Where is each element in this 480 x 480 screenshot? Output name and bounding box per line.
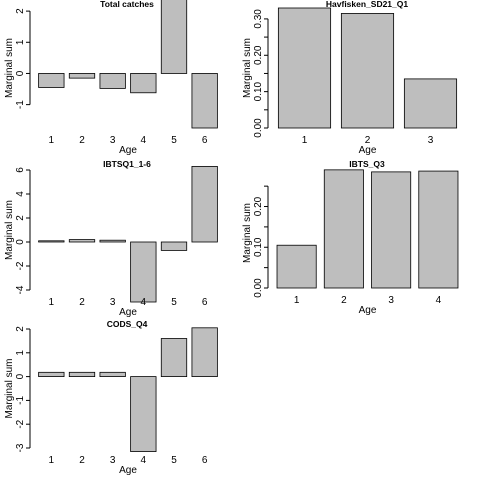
bar bbox=[323, 169, 364, 289]
x-axis-label: Age bbox=[119, 465, 137, 476]
x-tick-label: 4 bbox=[141, 135, 147, 146]
bar bbox=[160, 0, 188, 74]
x-tick-label: 3 bbox=[110, 455, 116, 466]
y-tick-label: -1 bbox=[15, 396, 26, 405]
bar bbox=[99, 371, 126, 378]
bar bbox=[160, 241, 188, 251]
x-tick-label: 4 bbox=[141, 455, 147, 466]
chart-panel: Total catches 1 2 3 4 5 6 -1 0 1 2 Age Marginal sum bbox=[4, 0, 218, 156]
x-tick-label: 2 bbox=[341, 295, 347, 306]
y-tick-label: 2 bbox=[15, 8, 26, 14]
y-tick-label: -4 bbox=[15, 285, 26, 294]
y-tick-label: -3 bbox=[15, 443, 26, 452]
y-tick-label: 1 bbox=[15, 39, 26, 45]
y-tick-label: 0.00 bbox=[253, 118, 264, 138]
x-tick-label: 5 bbox=[171, 297, 177, 308]
bar bbox=[340, 13, 395, 129]
x-tick-label: 1 bbox=[49, 455, 55, 466]
y-tick-label: 0.20 bbox=[253, 45, 264, 65]
chart-title: IBTS_Q3 bbox=[349, 159, 385, 169]
bar bbox=[99, 73, 126, 89]
x-tick-label: 1 bbox=[49, 297, 55, 308]
y-axis-label: Marginal sum bbox=[4, 358, 15, 418]
chart-panel: IBTSQ1_1-6 1 2 3 4 5 6 -4 -2 0 2 4 6 Age Marginal sum bbox=[4, 159, 218, 318]
chart-panel: IBTS_Q3 1 2 3 4 0.00 0.10 0.20 Age Marginal sum bbox=[242, 159, 459, 316]
y-tick-label: 0.10 bbox=[253, 237, 264, 257]
x-tick-label: 6 bbox=[202, 455, 208, 466]
y-tick-label: 0.00 bbox=[253, 278, 264, 298]
x-tick-label: 5 bbox=[171, 135, 177, 146]
y-tick-label: 0.10 bbox=[253, 81, 264, 101]
bar bbox=[99, 239, 126, 243]
y-tick-label: 0.20 bbox=[253, 196, 264, 216]
x-tick-label: 5 bbox=[171, 455, 177, 466]
bar bbox=[38, 371, 65, 378]
bar bbox=[191, 327, 218, 377]
x-tick-label: 1 bbox=[294, 295, 300, 306]
chart-title: IBTSQ1_1-6 bbox=[103, 159, 151, 169]
chart-title: Havfisken_SD21_Q1 bbox=[326, 0, 408, 9]
y-axis-label: Marginal sum bbox=[242, 38, 253, 98]
x-tick-label: 3 bbox=[388, 295, 394, 306]
x-tick-label: 3 bbox=[428, 135, 434, 146]
x-axis-label: Age bbox=[119, 307, 137, 318]
x-tick-label: 4 bbox=[436, 295, 442, 306]
y-tick-label: 6 bbox=[15, 167, 26, 173]
bar bbox=[276, 244, 317, 289]
x-tick-label: 2 bbox=[79, 135, 85, 146]
bar bbox=[130, 241, 157, 303]
bar bbox=[130, 73, 157, 94]
x-tick-label: 1 bbox=[302, 135, 308, 146]
x-tick-label: 6 bbox=[202, 135, 208, 146]
chart-panel: CODS_Q4 1 2 3 4 5 6 -3 -2 -1 0 1 2 Age Marginal sum bbox=[4, 319, 218, 476]
bar bbox=[371, 171, 412, 289]
x-axis-label: Age bbox=[359, 145, 377, 156]
bar bbox=[403, 78, 458, 129]
y-tick-label: 0 bbox=[15, 70, 26, 76]
x-axis-label: Age bbox=[119, 145, 137, 156]
x-tick-label: 2 bbox=[365, 135, 371, 146]
bar bbox=[68, 73, 96, 79]
y-tick-label: 0 bbox=[15, 373, 26, 379]
bar bbox=[38, 73, 65, 88]
y-axis-label: Marginal sum bbox=[242, 203, 253, 263]
bar bbox=[130, 376, 157, 452]
bar bbox=[68, 239, 96, 243]
chart-title: CODS_Q4 bbox=[107, 319, 148, 329]
bar bbox=[191, 165, 218, 243]
y-tick-label: 0 bbox=[15, 239, 26, 245]
x-tick-label: 2 bbox=[79, 455, 85, 466]
x-tick-label: 3 bbox=[110, 297, 116, 308]
chart-title: Total catches bbox=[100, 0, 154, 9]
x-tick-label: 3 bbox=[110, 135, 116, 146]
y-tick-label: 1 bbox=[15, 350, 26, 356]
y-tick-label: -2 bbox=[15, 419, 26, 428]
chart-panel: Havfisken_SD21_Q1 1 2 3 0.00 0.10 0.20 0.30 Age M… bbox=[242, 0, 458, 156]
bar bbox=[38, 240, 65, 243]
y-tick-label: 2 bbox=[15, 215, 26, 221]
y-tick-label: 2 bbox=[15, 326, 26, 332]
y-tick-label: 0.30 bbox=[253, 9, 264, 29]
y-tick-label: -2 bbox=[15, 261, 26, 270]
x-tick-label: 4 bbox=[141, 297, 147, 308]
y-tick-label: 4 bbox=[15, 191, 26, 197]
x-axis-label: Age bbox=[359, 305, 377, 316]
y-axis-label: Marginal sum bbox=[4, 38, 15, 98]
bar bbox=[68, 371, 96, 378]
bar bbox=[191, 73, 218, 129]
bar bbox=[277, 7, 332, 129]
bar bbox=[160, 338, 188, 377]
x-tick-label: 1 bbox=[49, 135, 55, 146]
y-axis-label: Marginal sum bbox=[4, 200, 15, 260]
x-tick-label: 6 bbox=[202, 297, 208, 308]
y-tick-label: -1 bbox=[15, 100, 26, 109]
bar bbox=[418, 170, 459, 289]
x-tick-label: 2 bbox=[79, 297, 85, 308]
